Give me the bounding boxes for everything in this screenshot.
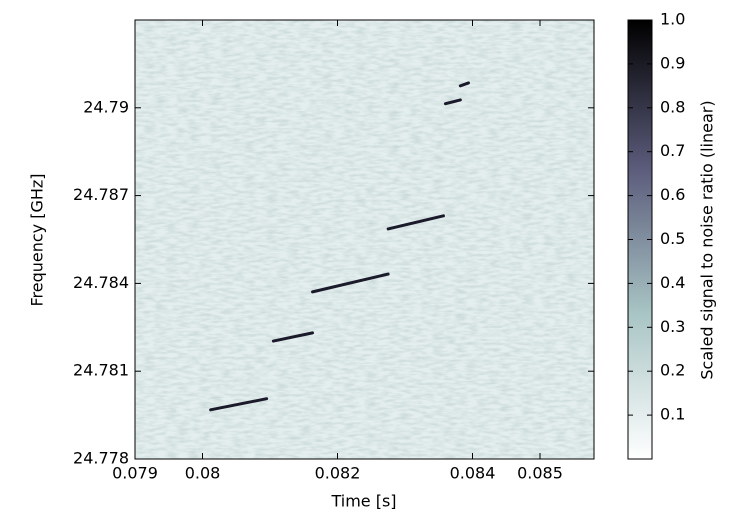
colorbar-tick-label: 0.6 [660,185,685,204]
colorbar-tick-label: 0.4 [660,273,685,292]
background-noise [135,20,594,459]
y-tick-label: 24.784 [73,273,129,292]
colorbar-tick-label: 0.8 [660,97,685,116]
y-tick-label: 24.79 [83,97,129,116]
x-tick-label: 0.079 [112,464,158,483]
y-axis-label: Frequency [GHz] [28,173,47,306]
signal-trace [386,214,445,231]
colorbar-tick-label: 0.1 [660,405,685,424]
signal-trace [311,272,390,294]
x-axis-label: Time [s] [330,492,396,511]
colorbar-label: Scaled signal to noise ratio (linear) [698,100,717,379]
colorbar-tick-label: 0.2 [660,361,685,380]
colorbar-tick-label: 0.7 [660,141,685,160]
x-tick-label: 0.082 [315,464,361,483]
colorbar-tick-label: 0.3 [660,317,685,336]
x-tick-label: 0.084 [450,464,496,483]
plot-frame [134,19,595,460]
signal-trace [209,397,269,412]
y-tick-label: 24.787 [73,185,129,204]
signal-trace [444,98,462,106]
signal-trace [271,331,315,343]
colorbar-tick-label: 0.9 [660,53,685,72]
colorbar-tick-label: 1.0 [660,10,685,29]
y-tick-label: 24.781 [73,361,129,380]
y-tick-label: 24.778 [73,449,129,468]
colorbar-tick-label: 0.5 [660,229,685,248]
x-tick-label: 0.08 [185,464,221,483]
x-tick-label: 0.085 [517,464,563,483]
signal-trace [458,81,470,88]
